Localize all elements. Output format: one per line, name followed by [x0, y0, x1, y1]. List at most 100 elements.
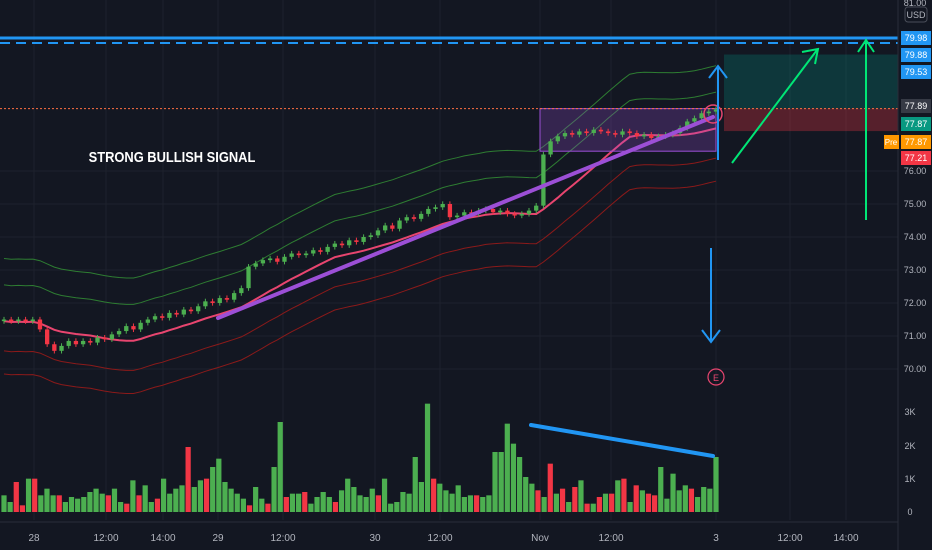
- price-tag-label: 79.88: [905, 50, 928, 60]
- candle-body: [174, 312, 179, 315]
- volume-bar: [455, 485, 461, 512]
- volume-bar: [167, 493, 173, 512]
- volume-bar: [461, 497, 467, 512]
- position-boxes: [539, 54, 898, 152]
- volume-bar: [296, 493, 302, 512]
- volume-bar: [50, 495, 56, 512]
- volume-bar: [682, 485, 688, 512]
- volume-bar: [566, 502, 572, 512]
- volume-bar: [615, 480, 621, 512]
- time-tick-label: 12:00: [598, 533, 623, 544]
- volume-bar: [701, 487, 707, 512]
- candle-body: [692, 118, 697, 122]
- time-tick-label: 30: [369, 533, 381, 544]
- volume-bar: [381, 478, 388, 512]
- volume-bar: [25, 478, 32, 512]
- candle-body: [116, 331, 122, 335]
- volume-bar: [222, 482, 228, 512]
- volume-bar: [369, 488, 375, 512]
- volume-bar: [406, 493, 412, 512]
- volume-bar: [93, 488, 99, 512]
- candle-body: [52, 344, 57, 351]
- volume-bar: [210, 467, 216, 512]
- volume-bar: [56, 495, 62, 512]
- volume-bar: [424, 403, 431, 512]
- time-tick-label: 3: [713, 533, 719, 544]
- volume-tick-label: 3K: [904, 407, 915, 417]
- volume-bar: [707, 488, 713, 512]
- price-tick-label: 76.00: [904, 166, 927, 176]
- volume-bar: [185, 447, 191, 512]
- volume-bar: [357, 495, 363, 512]
- volume-bar: [345, 478, 351, 512]
- time-tick-label: 14:00: [150, 533, 175, 544]
- volume-bar: [203, 478, 210, 512]
- candle-body: [411, 217, 417, 219]
- price-tick-label: 81.00: [904, 0, 927, 8]
- volume-bar: [388, 503, 394, 512]
- time-tick-label: Nov: [531, 533, 549, 544]
- volume-bar: [467, 495, 474, 512]
- price-tag-label: 77.89: [905, 101, 928, 111]
- candle-body: [361, 237, 366, 242]
- volume-bar: [504, 423, 510, 512]
- candle-body: [124, 326, 129, 332]
- candle-body: [613, 133, 618, 135]
- green-arrow-diagonal: [731, 49, 818, 164]
- price-tag-label: 77.87: [905, 119, 928, 129]
- candle-body: [418, 213, 424, 219]
- volume-bar: [541, 497, 547, 512]
- candle-body: [627, 131, 632, 134]
- candle-body: [368, 235, 373, 237]
- volume-bar: [320, 492, 326, 512]
- candle-body: [109, 334, 115, 340]
- volume-bar: [670, 473, 676, 512]
- volume-bar: [633, 485, 639, 512]
- price-tag: [901, 117, 931, 131]
- candle-body: [196, 306, 201, 312]
- volume-bar: [302, 492, 308, 512]
- volume-bar: [191, 487, 197, 512]
- volume-bar: [32, 478, 38, 512]
- horizontal-levels: [0, 36, 898, 110]
- candle-body: [131, 326, 136, 330]
- candle-body: [282, 256, 287, 262]
- candle-body: [44, 329, 50, 345]
- volume-bar: [578, 480, 584, 512]
- volume-bar: [326, 497, 332, 512]
- candle-body: [23, 319, 28, 322]
- candle-body: [706, 111, 711, 114]
- candle-body: [311, 250, 316, 254]
- volume-bar: [596, 497, 602, 512]
- candle-body: [584, 131, 589, 134]
- volume-bar: [246, 505, 253, 512]
- candle-body: [347, 240, 352, 246]
- candle-body: [534, 205, 539, 211]
- candle-body: [634, 133, 640, 137]
- candle-body: [526, 210, 532, 214]
- volume-divergence-line: [529, 423, 715, 458]
- candle-body: [203, 301, 208, 307]
- inner-red-band: [3, 157, 717, 371]
- volume-bar: [688, 488, 695, 512]
- volume-bar: [658, 467, 664, 512]
- candle-body: [188, 309, 194, 312]
- candle-body: [253, 263, 258, 267]
- volume-bar: [676, 490, 682, 512]
- candle-body: [59, 345, 64, 351]
- candle-body: [641, 134, 647, 137]
- candle-body: [267, 258, 273, 261]
- pre-market-label: Pre: [885, 138, 898, 147]
- candle-body: [181, 309, 186, 315]
- pre-market-tag: [884, 135, 899, 149]
- volume-bar: [572, 487, 578, 512]
- volume-bar: [535, 490, 541, 512]
- candle-body: [354, 240, 359, 242]
- volume-tick-label: 1K: [904, 474, 915, 484]
- candle-body: [699, 113, 704, 119]
- candle-body: [713, 109, 719, 112]
- volume-bar: [639, 490, 645, 512]
- candle-body: [224, 298, 230, 300]
- down-arrow-head: [701, 329, 721, 344]
